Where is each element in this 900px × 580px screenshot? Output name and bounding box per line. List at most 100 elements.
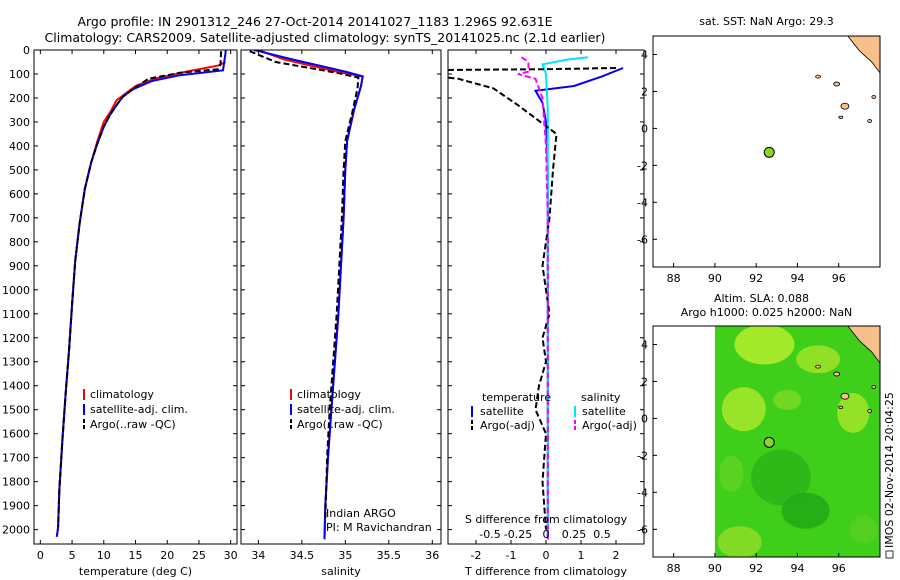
temperature-series-climatology [55,61,227,537]
sla_map-island [871,385,877,389]
temperature-xtick-label: 10 [97,549,111,562]
sla_map-ytick-label: -2 [637,449,648,462]
sst_map-xtick-label: 92 [749,272,763,285]
depth-tick-label: 200 [9,92,30,105]
sla_map-ytick-label: 2 [641,375,648,388]
diff-legend-T-label: Argo(-adj) [480,419,535,432]
sla_map-panel: 88 90 92 94 96 4 2 0 -2 -4 -6 Altim. SLA: 0.088Argo… [637,292,881,575]
sla_map-island [867,409,873,413]
temperature-xtick-label: 0 [37,549,44,562]
sla_map-title-1: Altim. SLA: 0.088 [714,292,809,305]
diff-S-tick-label: 0.5 [593,528,611,541]
sst_map-xtick-label: 90 [708,272,722,285]
sla_map-title-2: Argo h1000: 0.025 h2000: NaN [681,306,853,319]
sla_map-island [833,371,841,377]
depth-tick-label: 100 [9,68,30,81]
sla-anomaly-patch [849,515,878,544]
sla_map-xtick-label: 90 [708,562,722,575]
depth-tick-label: 1600 [2,428,30,441]
sst_map-ytick-label: -6 [637,233,648,246]
difference-lines [448,56,624,540]
sst_map-frame [652,35,881,268]
depth-tick-label: 0 [23,44,30,57]
temperature-xtick-label: 25 [192,549,206,562]
salinity-panel: 34 34.5 35 35.5 36 salinity climatology satelli… [240,49,442,578]
depth-tick-label: 1100 [2,308,30,321]
sla_map-ytick-label: 4 [641,338,648,351]
temperature-lines [55,50,227,537]
depth-tick-label: 1400 [2,380,30,393]
sla_map-island [840,392,850,400]
depth-tick-label: 900 [9,260,30,273]
diff-legend-S-label: salinity [581,391,621,404]
temperature-frame [33,49,238,545]
sla-anomaly-patch [734,326,795,365]
difference-panel: -2 -1 0 1 2 -0.5 -0.25 0 0.25 0.5 S difference fro… [447,49,645,578]
diff-T-xlabel: T difference from climatology [464,565,627,578]
sst_map-island [833,81,841,87]
salinity-xtick-label: 35.5 [377,549,402,562]
diff-T-tick-label: 0 [543,549,550,562]
sla_map-ytick-label: -6 [637,523,648,536]
sst_map-panel: 88 90 92 94 96 4 2 0 -2 -4 -6 sat. SST: NaN Argo: 2… [637,15,881,285]
pi-annotation-line2: PI: M Ravichandran [326,521,432,534]
diff-T-tick-label: 2 [613,549,620,562]
sst_map-island [871,95,877,99]
salinity-xtick-label: 35 [338,549,352,562]
depth-tick-label: 1700 [2,452,30,465]
salinity-series-satellite-adj-clim- [253,50,364,540]
depth-tick-label: 1900 [2,500,30,513]
salinity-frame [240,49,442,545]
diff-T-tick-label: -1 [506,549,517,562]
salinity-legend-label: Argo(..raw -QC) [297,418,383,431]
temperature-series-satellite-adj-clim- [55,50,227,537]
sst_map-island [838,115,844,119]
difference-series-argo-t [448,67,617,530]
title-line-2: Climatology: CARS2009. Satellite-adjuste… [45,30,606,45]
temperature-legend-label: satellite-adj. clim. [90,403,188,416]
temperature-legend-label: Argo(..raw -QC) [90,418,176,431]
diff-S-tick-label: -0.5 [479,528,500,541]
sla-anomaly-patch [773,389,802,410]
diff-T-tick-label: -2 [471,549,482,562]
depth-tick-label: 1800 [2,476,30,489]
sst_map-xtick-label: 94 [790,272,804,285]
depth-tick-label: 1200 [2,332,30,345]
salinity-lines [249,50,364,540]
temperature-xtick-label: 15 [129,549,143,562]
sla_map-ytick-label: -4 [637,486,648,499]
side-stamp: IMOS 02-Nov-2014 20:04:25 [883,392,896,548]
depth-tick-label: 700 [9,212,30,225]
diff-legend-S-label: satellite [582,405,626,418]
depth-tick-label: 600 [9,188,30,201]
depth-tick-label: 400 [9,140,30,153]
sst_map-island [815,74,821,79]
sla-anomaly-patch [837,392,870,433]
diff-S-tick-label: 0.25 [562,528,587,541]
temperature-xtick-label: 5 [69,549,76,562]
temperature-xtick-label: 20 [160,549,174,562]
sla-anomaly-patch [719,455,744,492]
diff-S-xlabel: S difference from climatology [465,513,628,526]
depth-tick-label: 1500 [2,404,30,417]
stamp-box-icon [885,550,894,559]
sla_map-xtick-label: 96 [832,562,846,575]
sst_map-ytick-label: -2 [637,159,648,172]
temperature-legend-label: climatology [90,388,154,401]
temperature-xtick-label: 30 [224,549,238,562]
salinity-series-argo-raw-qc- [249,50,360,521]
sla_map-argo-marker [763,436,775,448]
salinity-xlabel: salinity [321,565,361,578]
depth-tick-label: 500 [9,164,30,177]
sla_map-island [838,405,844,409]
sla_map-xtick-label: 92 [749,562,763,575]
depth-tick-label: 1300 [2,356,30,369]
sla_map-xtick-label: 94 [790,562,804,575]
sla_map-island [815,364,821,369]
title-line-1: Argo profile: IN 2901312_246 27-Oct-2014… [77,14,552,29]
diff-S-tick-label: -0.25 [504,528,532,541]
sst_map-xtick-label: 96 [832,272,846,285]
sst_map-argo-marker [763,146,775,158]
difference-series-satellite-s [541,56,589,540]
